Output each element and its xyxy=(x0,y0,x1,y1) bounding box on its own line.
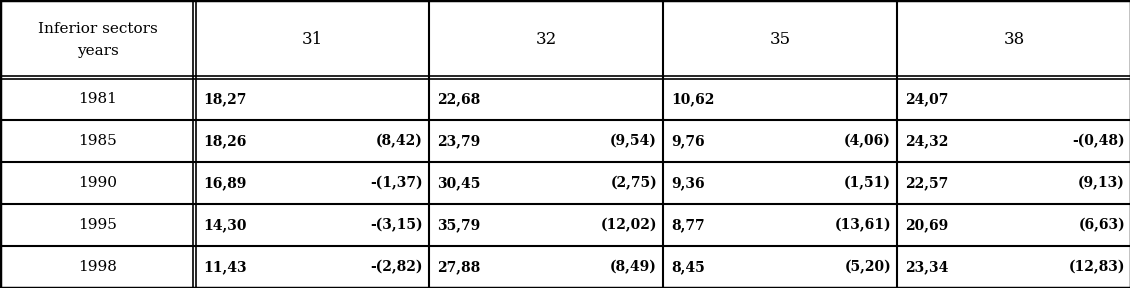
Text: Inferior sectors: Inferior sectors xyxy=(37,22,157,36)
Text: 20,69: 20,69 xyxy=(905,218,948,232)
Text: (12,02): (12,02) xyxy=(600,218,657,232)
Text: 24,07: 24,07 xyxy=(905,92,948,106)
Text: 9,36: 9,36 xyxy=(671,176,705,190)
Text: -(2,82): -(2,82) xyxy=(371,260,423,274)
Text: 1990: 1990 xyxy=(78,176,118,190)
Text: 1985: 1985 xyxy=(78,134,116,148)
Text: (12,83): (12,83) xyxy=(1069,260,1125,274)
Text: -(3,15): -(3,15) xyxy=(371,218,423,232)
Text: (13,61): (13,61) xyxy=(834,218,890,232)
Text: (8,42): (8,42) xyxy=(376,134,423,148)
Text: 35,79: 35,79 xyxy=(437,218,480,232)
Text: -(0,48): -(0,48) xyxy=(1072,134,1125,148)
Text: 38: 38 xyxy=(1003,31,1025,48)
Text: 10,62: 10,62 xyxy=(671,92,714,106)
Text: 32: 32 xyxy=(536,31,557,48)
Text: 35: 35 xyxy=(770,31,791,48)
Text: 18,26: 18,26 xyxy=(203,134,246,148)
Text: (2,75): (2,75) xyxy=(610,176,657,190)
Text: -(1,37): -(1,37) xyxy=(371,176,423,190)
Text: 27,88: 27,88 xyxy=(437,260,480,274)
Text: 22,68: 22,68 xyxy=(437,92,480,106)
Text: 16,89: 16,89 xyxy=(203,176,246,190)
Text: (4,06): (4,06) xyxy=(844,134,890,148)
Text: (8,49): (8,49) xyxy=(610,260,657,274)
Text: 23,79: 23,79 xyxy=(437,134,480,148)
Text: 8,45: 8,45 xyxy=(671,260,705,274)
Text: 24,32: 24,32 xyxy=(905,134,948,148)
Text: (6,63): (6,63) xyxy=(1078,218,1125,232)
Text: 18,27: 18,27 xyxy=(203,92,246,106)
Text: 14,30: 14,30 xyxy=(203,218,246,232)
Text: 1995: 1995 xyxy=(78,218,116,232)
Text: (9,54): (9,54) xyxy=(610,134,657,148)
Text: 31: 31 xyxy=(302,31,323,48)
Text: 1998: 1998 xyxy=(78,260,116,274)
Text: 9,76: 9,76 xyxy=(671,134,705,148)
Text: 1981: 1981 xyxy=(78,92,116,106)
Text: 23,34: 23,34 xyxy=(905,260,948,274)
Text: (1,51): (1,51) xyxy=(844,176,890,190)
Text: 30,45: 30,45 xyxy=(437,176,480,190)
Text: (9,13): (9,13) xyxy=(1078,176,1125,190)
Text: years: years xyxy=(77,44,119,58)
Text: 8,77: 8,77 xyxy=(671,218,705,232)
Text: 22,57: 22,57 xyxy=(905,176,948,190)
Text: 11,43: 11,43 xyxy=(203,260,246,274)
Text: (5,20): (5,20) xyxy=(844,260,890,274)
